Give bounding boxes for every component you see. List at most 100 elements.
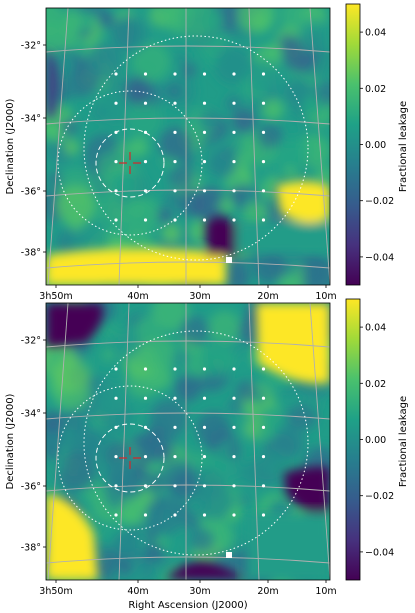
colorbar: 0.04 0.02 0.00 −0.02 −0.04 Fractional leakage (345, 3, 409, 286)
beam-dot (261, 72, 266, 76)
beam-mid-circle (57, 90, 203, 236)
beam-center-marker (119, 152, 141, 174)
panel-bottom: -32° -34° -36° -38° 3h50m 40m 30m 20m 10m Declina… (5, 298, 409, 611)
noise-blob (110, 17, 140, 47)
noise-blob (118, 559, 133, 575)
noise-blob (159, 127, 192, 161)
x-tick-label: 20m (257, 586, 278, 597)
noise-blob (306, 396, 322, 412)
beam-inner-circle (95, 423, 165, 493)
flat-region (236, 223, 330, 253)
colorbar-tick-label: 0.04 (365, 28, 386, 39)
noise-blob (196, 483, 234, 521)
x-tick-label: 30m (189, 291, 210, 302)
beam-dot (232, 189, 236, 193)
noise-blob (253, 250, 287, 284)
beam-outer-circle (83, 35, 309, 261)
noise-blob (183, 513, 201, 531)
beam-mid-circle (57, 385, 203, 531)
beam-dot (143, 484, 148, 488)
beam-dot (173, 189, 177, 193)
noise-blob (94, 377, 131, 414)
noise-blob (151, 303, 190, 332)
noise-blob (237, 493, 251, 506)
colorbar-gradient (345, 298, 361, 581)
noise-blob (190, 186, 227, 223)
x-tick-label: 20m (257, 291, 278, 302)
beam-dot (114, 189, 118, 193)
grid-line-dec (46, 189, 330, 197)
grid-line-ra (47, 8, 69, 285)
noise-blob (232, 108, 257, 134)
noise-blob (180, 316, 210, 346)
beam-dot (173, 130, 177, 134)
y-tick-label: -38° (21, 248, 41, 259)
beam-dot (232, 101, 236, 105)
x-tick-label: 40m (127, 291, 148, 302)
noise-blob (156, 444, 173, 461)
beam-dot (114, 160, 118, 164)
colorbar-tick-label: −0.04 (365, 252, 394, 263)
beam-inner-circle (95, 128, 165, 198)
noise-blob (273, 426, 306, 458)
noise-blob (316, 166, 330, 183)
colorbar-label: Fractional leakage (398, 396, 409, 487)
beam-dot (261, 218, 266, 222)
noise-blob (221, 262, 250, 285)
noise-blob (104, 458, 135, 490)
noise-blob (156, 207, 172, 224)
beam-dot (143, 101, 148, 105)
noise-blob (86, 43, 122, 80)
beam-dot (232, 513, 236, 517)
beam-dot (261, 101, 266, 105)
x-tick-label: 3h50m (39, 586, 72, 597)
noise-blob (100, 12, 116, 27)
colorbar-tick-label: 0.04 (365, 323, 386, 334)
beam-dot (173, 160, 177, 164)
x-tick-label: 10m (315, 291, 336, 302)
grid-line-ra (248, 303, 260, 580)
x-tick-label: 3h50m (39, 291, 72, 302)
beam-dot (202, 101, 207, 105)
noise-blob (297, 19, 330, 53)
noise-blob (101, 348, 115, 362)
noise-blob (104, 75, 124, 95)
source-marker (226, 552, 232, 558)
noise-blob (262, 98, 284, 120)
colorbar-tick-label: 0.02 (365, 379, 386, 390)
beam-dot (143, 513, 148, 517)
beam-dot (261, 189, 266, 193)
y-tick-label: -36° (21, 482, 41, 493)
y-tick-label: -32° (21, 41, 41, 52)
grid-line-ra (248, 8, 260, 285)
noise-blob (189, 528, 215, 553)
noise-blob (145, 495, 185, 536)
beam-center-marker (119, 447, 141, 469)
grid-line-dec (46, 261, 330, 269)
noise-blob (218, 198, 235, 215)
noise-blob (63, 139, 80, 155)
beam-dot (143, 425, 148, 429)
beam-dot (261, 396, 266, 400)
noise-blob (239, 459, 266, 487)
beam-dot (232, 484, 236, 488)
beam-dot (173, 425, 177, 429)
noise-blob (173, 374, 201, 402)
noise-blob (225, 462, 244, 481)
beam-outer-circle (83, 330, 309, 556)
noise-blob (152, 84, 166, 97)
beam-dot (114, 130, 118, 134)
beam-dot (173, 218, 177, 222)
noise-blob (91, 105, 107, 121)
colorbar: 0.04 0.02 0.00 −0.02 −0.04 Fractional leakage (345, 298, 409, 581)
beam-dot (114, 218, 118, 222)
y-axis-label: Declination (J2000) (5, 393, 16, 489)
colorbar-label: Fractional leakage (398, 101, 409, 192)
beam-dot (202, 367, 207, 371)
noise-blob (172, 349, 190, 368)
colorbar-tick-label: 0.02 (365, 84, 386, 95)
noise-blob (196, 411, 232, 447)
dark-region (284, 466, 330, 518)
noise-blob (315, 80, 330, 106)
